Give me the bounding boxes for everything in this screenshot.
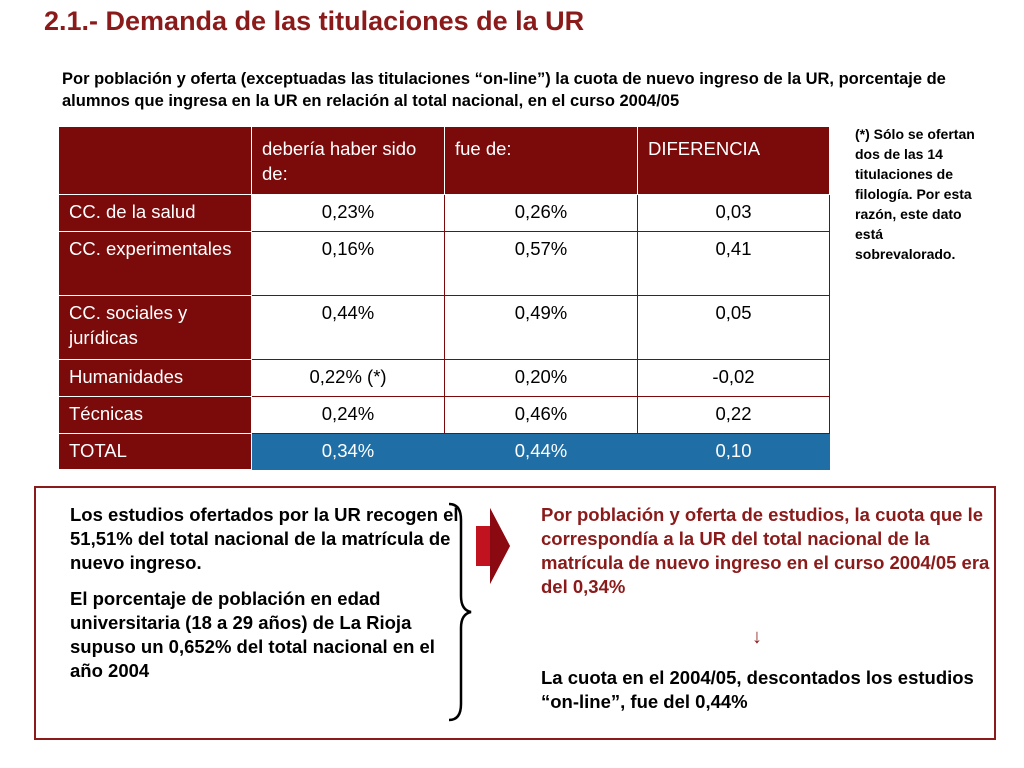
table-row: CC. sociales y jurídicas 0,44% 0,49% 0,0… <box>58 295 830 360</box>
row-label: Humanidades <box>58 359 252 397</box>
summary-box <box>34 486 996 740</box>
cell-deberia: 0,23% <box>251 194 445 232</box>
table-total-row: TOTAL 0,34% 0,44% 0,10 <box>58 433 830 470</box>
cell-deberia: 0,44% <box>251 295 445 360</box>
cell-fue: 0,57% <box>444 231 638 296</box>
table-row: CC. de la salud 0,23% 0,26% 0,03 <box>58 194 830 232</box>
footnote: (*) Sólo se ofertan dos de las 14 titula… <box>855 126 975 262</box>
right-arrow-icon <box>476 508 510 584</box>
page-title: 2.1.- Demanda de las titulaciones de la … <box>44 6 585 36</box>
left-column: Los estudios ofertados por la UR recogen… <box>70 503 460 695</box>
quota-conclusion: La cuota en el 2004/05, descontados los … <box>541 667 974 712</box>
intro-paragraph: Por población y oferta (exceptuadas las … <box>62 70 946 110</box>
down-arrow-icon: ↓ <box>752 626 762 648</box>
demand-table: debería haber sido de: fue de: DIFERENCI… <box>58 126 830 470</box>
cell-diferencia: -0,02 <box>637 359 830 397</box>
cell-deberia: 0,24% <box>251 396 445 434</box>
row-label: CC. de la salud <box>58 194 252 232</box>
cell-fue: 0,46% <box>444 396 638 434</box>
row-label: TOTAL <box>58 433 252 470</box>
header-deberia: debería haber sido de: <box>251 126 445 195</box>
left-paragraph-1: Los estudios ofertados por la UR recogen… <box>70 504 459 573</box>
cell-diferencia: 0,03 <box>637 194 830 232</box>
cell-diferencia: 0,10 <box>637 433 830 470</box>
right-brace-icon <box>448 502 472 722</box>
cell-deberia: 0,16% <box>251 231 445 296</box>
row-label: Técnicas <box>58 396 252 434</box>
table-header-row: debería haber sido de: fue de: DIFERENCI… <box>58 126 830 195</box>
left-paragraph-2: El porcentaje de población en edad unive… <box>70 588 435 681</box>
header-fue: fue de: <box>444 126 638 195</box>
cell-fue: 0,26% <box>444 194 638 232</box>
cell-diferencia: 0,22 <box>637 396 830 434</box>
cell-deberia: 0,22% (*) <box>251 359 445 397</box>
table-row: CC. experimentales 0,16% 0,57% 0,41 <box>58 231 830 296</box>
right-column: Por población y oferta de estudios, la c… <box>541 503 996 599</box>
cell-diferencia: 0,41 <box>637 231 830 296</box>
table-row: Humanidades 0,22% (*) 0,20% -0,02 <box>58 359 830 397</box>
row-label: CC. sociales y jurídicas <box>58 295 252 360</box>
cell-fue: 0,20% <box>444 359 638 397</box>
cell-deberia: 0,34% <box>251 433 445 470</box>
table-row: Técnicas 0,24% 0,46% 0,22 <box>58 396 830 434</box>
header-empty-cell <box>58 126 252 195</box>
header-diferencia: DIFERENCIA <box>637 126 830 195</box>
row-label: CC. experimentales <box>58 231 252 296</box>
cell-fue: 0,44% <box>444 433 638 470</box>
cell-fue: 0,49% <box>444 295 638 360</box>
quota-statement: Por población y oferta de estudios, la c… <box>541 504 990 597</box>
cell-diferencia: 0,05 <box>637 295 830 360</box>
